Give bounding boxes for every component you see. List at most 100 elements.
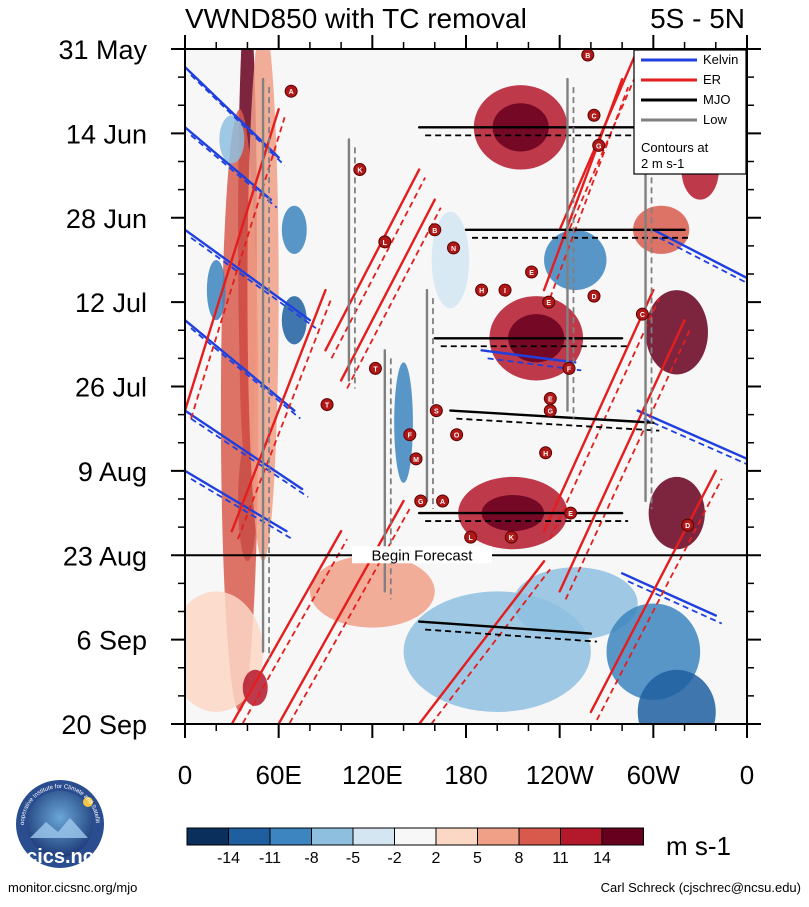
- tc-marker: E: [525, 265, 539, 279]
- tc-marker-letter: E: [548, 397, 553, 404]
- wave-contour-line: [185, 319, 296, 412]
- tc-marker-letter: M: [413, 457, 419, 464]
- tc-marker-letter: H: [479, 288, 484, 295]
- shading-blob: [242, 669, 268, 706]
- y-tick-label: 12 Jul: [75, 288, 147, 318]
- shading-blob: [309, 555, 435, 628]
- colorbar-swatch: [601, 827, 644, 846]
- shading-blob: [431, 211, 470, 309]
- wave-contour-dashed: [425, 628, 597, 643]
- wave-contour-dashed: [627, 580, 723, 625]
- wave-contour-line: [185, 228, 312, 322]
- y-tick-label: 26 Jul: [75, 373, 147, 403]
- y-tick-label: 23 Aug: [63, 541, 147, 571]
- legend-box: [633, 49, 747, 175]
- shading-blob: [219, 115, 245, 164]
- tc-marker-letter: I: [504, 288, 506, 295]
- wave-contour-dashed: [596, 478, 723, 721]
- shading-blob: [645, 290, 708, 375]
- wave-contour-dashed: [456, 417, 660, 432]
- cics-logo: Cooperative Institute for Climate and Sa…: [8, 780, 104, 868]
- wave-contour-dashed: [190, 417, 309, 498]
- logo-mountain-icon: [30, 818, 88, 838]
- tc-marker: D: [681, 518, 695, 532]
- x-tick-label: 120W: [526, 760, 594, 790]
- tc-marker-letter: C: [640, 312, 645, 319]
- shading-blob: [281, 205, 307, 254]
- wave-contour-line: [636, 409, 747, 461]
- wave-contour-line: [277, 499, 405, 724]
- wave-contour-dashed: [658, 237, 747, 284]
- chart-region: 5S - 5N: [650, 3, 745, 34]
- wave-contours: [185, 49, 747, 724]
- tc-marker-letter: L: [469, 535, 474, 542]
- wave-contour-dashed: [346, 207, 442, 389]
- legend-note-2: 2 m s-1: [641, 156, 684, 171]
- x-tick-label: 60W: [627, 760, 681, 790]
- colorbar-swatch: [394, 827, 437, 846]
- tc-marker-icon: [447, 241, 461, 255]
- tc-marker-letter: E: [568, 511, 573, 518]
- wave-contour-dashed: [190, 237, 317, 329]
- wave-contour-dashed: [190, 327, 301, 420]
- wave-contour-line: [417, 560, 546, 724]
- begin-forecast-label: Begin Forecast: [372, 547, 474, 564]
- wave-contour-dashed: [564, 56, 645, 239]
- x-tick-label: 0: [178, 760, 192, 790]
- wave-contour-line: [185, 409, 304, 491]
- tc-marker: G: [592, 138, 606, 152]
- colorbar-swatch: [352, 827, 395, 846]
- wave-contour-line: [417, 620, 593, 635]
- tc-marker-icon: [429, 404, 443, 418]
- tc-marker: S: [429, 404, 443, 418]
- wave-contour-dashed: [330, 177, 426, 359]
- tc-marker-letter: K: [509, 535, 514, 542]
- y-tick-label: 14 Jun: [66, 119, 147, 149]
- tc-marker-letter: A: [289, 89, 294, 96]
- logo-globe: [27, 791, 93, 857]
- wave-contour-line: [185, 126, 273, 201]
- legend-label: MJO: [703, 92, 730, 107]
- tc-marker: M: [409, 452, 423, 466]
- tc-marker-icon: [414, 494, 428, 508]
- tc-marker: D: [587, 289, 601, 303]
- tc-marker-letter: G: [596, 143, 602, 150]
- wave-contour-line: [230, 529, 343, 724]
- tc-marker-letter: T: [325, 403, 330, 410]
- y-tick-label: 20 Sep: [61, 710, 147, 740]
- tc-marker-icon: [475, 283, 489, 297]
- tc-marker: H: [475, 283, 489, 297]
- tc-marker: G: [543, 404, 557, 418]
- tc-marker-letter: F: [408, 433, 413, 440]
- legend-label: ER: [703, 72, 721, 87]
- x-tick-label: 0: [740, 760, 754, 790]
- logo-text: cics.nc: [26, 846, 94, 868]
- tc-marker: B: [581, 48, 595, 62]
- tc-markers: B A C G K B L N E H I D E C F T T E S G F O H M G A E D K L: [284, 48, 695, 544]
- tc-marker-letter: B: [585, 53, 590, 60]
- tc-marker-icon: [542, 295, 556, 309]
- colorbar-label: 11: [552, 850, 569, 867]
- tc-marker: O: [450, 428, 464, 442]
- y-tick-label: 31 May: [58, 35, 147, 65]
- tc-marker-icon: [587, 289, 601, 303]
- x-tick-label: 120E: [342, 760, 403, 790]
- tc-marker: F: [562, 361, 576, 375]
- tc-marker-letter: G: [418, 499, 424, 506]
- tc-marker-icon: [284, 84, 298, 98]
- tc-marker-icon: [403, 428, 417, 442]
- x-tick-label: 180: [444, 760, 487, 790]
- tc-marker: L: [464, 530, 478, 544]
- tc-marker-icon: [681, 518, 695, 532]
- tc-marker-icon: [592, 138, 606, 152]
- tc-marker: F: [403, 428, 417, 442]
- tc-marker-icon: [562, 361, 576, 375]
- tc-marker-letter: D: [591, 294, 596, 301]
- axes: 31 May 14 Jun 28 Jun 12 Jul 26 Jul 9 Aug 23 Au…: [58, 35, 761, 790]
- tc-marker-letter: T: [373, 366, 378, 373]
- tc-marker-letter: B: [432, 228, 437, 235]
- tc-marker-icon: [587, 108, 601, 122]
- shading-blob: [281, 296, 307, 345]
- tc-marker: H: [539, 446, 553, 460]
